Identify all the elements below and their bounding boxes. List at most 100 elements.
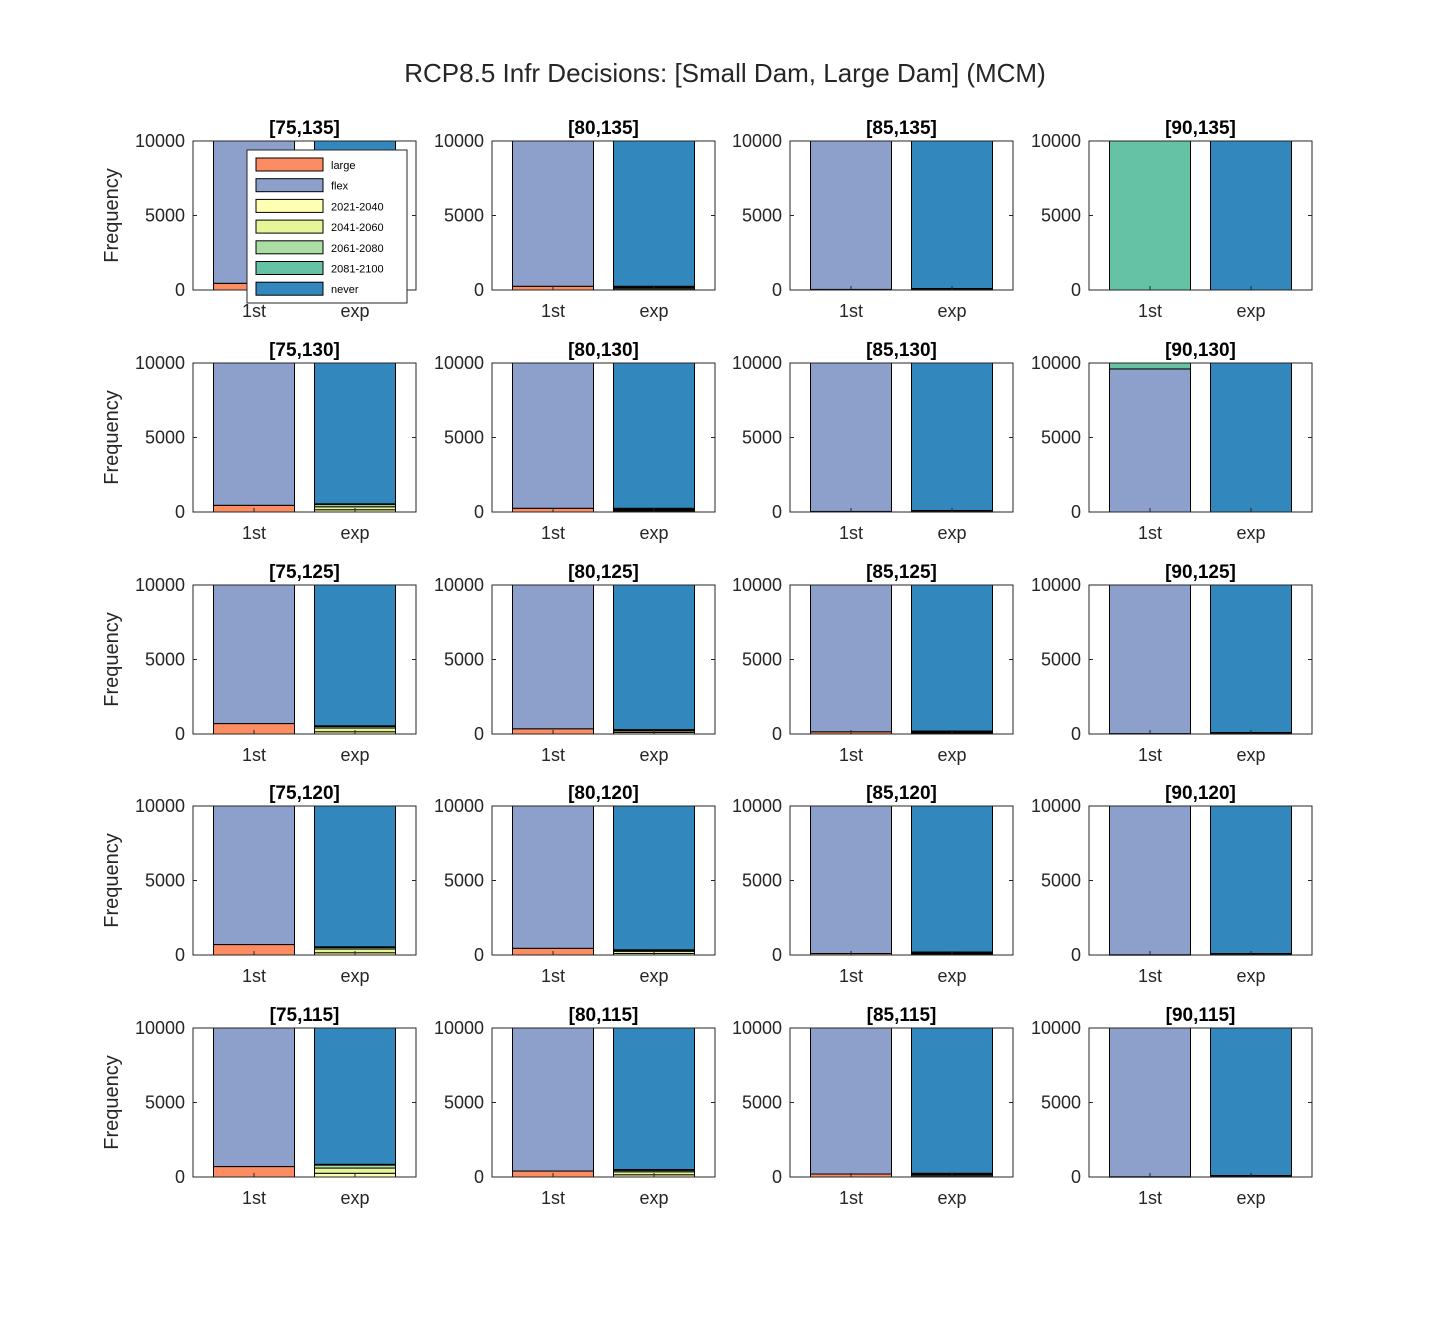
bar-80-115-1st-flex (512, 1027, 594, 1172)
legend-label-2021-2040: 2021-2040 (331, 201, 384, 213)
y-tick-label: 5000 (1041, 428, 1081, 448)
x-tick-label: exp (639, 301, 668, 321)
y-tick-label: 5000 (742, 428, 782, 448)
y-tick-label: 5000 (145, 428, 185, 448)
legend-label-2061-2080: 2061-2080 (331, 243, 384, 255)
x-tick-label: exp (639, 523, 668, 543)
bar-75-115-exp-2041-2060 (314, 1167, 396, 1174)
x-tick-label: 1st (242, 523, 266, 543)
bar-90-125-exp-never (1210, 584, 1292, 734)
y-tick-label: 5000 (742, 871, 782, 891)
panel-title: [80,120] (568, 783, 639, 804)
bar-85-125-exp-never (911, 584, 993, 732)
x-tick-label: exp (937, 523, 966, 543)
y-tick-label: 0 (1071, 502, 1081, 522)
x-tick-label: 1st (541, 966, 565, 986)
x-tick-label: 1st (1138, 523, 1162, 543)
bar-75-130-1st-flex (213, 362, 295, 506)
y-tick-label: 5000 (145, 206, 185, 226)
y-tick-label: 5000 (444, 650, 484, 670)
x-tick-label: exp (937, 966, 966, 986)
y-axis-label: Frequency (101, 390, 123, 485)
legend-swatch-2061-2080 (255, 240, 324, 255)
panel-title: [90,125] (1165, 562, 1236, 583)
x-tick-label: exp (340, 523, 369, 543)
panel-90-125: 0 5000 10000 1st exp [90,125] (1031, 562, 1313, 765)
x-tick-label: 1st (541, 301, 565, 321)
legend-swatch-2041-2060 (255, 219, 324, 234)
legend-label-2041-2060: 2041-2060 (331, 222, 384, 234)
x-tick-label: exp (340, 966, 369, 986)
x-tick-label: exp (340, 745, 369, 765)
panel-85-130: 0 5000 10000 1st exp [85,130] (732, 340, 1014, 543)
x-tick-label: 1st (839, 523, 863, 543)
y-tick-label: 0 (772, 1167, 782, 1187)
panel-title: [85,120] (866, 783, 937, 804)
legend-label-large: large (331, 160, 355, 172)
legend-swatch-large (255, 157, 324, 172)
y-tick-label: 0 (175, 280, 185, 300)
x-tick-label: exp (1236, 301, 1265, 321)
x-tick-label: exp (639, 1188, 668, 1208)
x-tick-label: 1st (541, 523, 565, 543)
panel-title: [85,125] (866, 562, 937, 583)
y-tick-label: 0 (1071, 1167, 1081, 1187)
bar-75-115-exp-never (314, 1027, 396, 1165)
bar-80-125-exp-never (613, 584, 695, 731)
y-tick-label: 0 (474, 502, 484, 522)
x-tick-label: exp (937, 1188, 966, 1208)
panel-title: [75,130] (269, 340, 340, 361)
panel-75-130: 0 5000 10000 1st exp [75,130] Frequency (101, 340, 417, 543)
x-tick-label: exp (937, 301, 966, 321)
x-tick-label: 1st (242, 1188, 266, 1208)
y-tick-label: 0 (772, 724, 782, 744)
y-tick-label: 10000 (135, 131, 185, 151)
panel-75-115: 0 5000 10000 1st exp [75,115] Frequency (101, 1005, 417, 1208)
panel-90-130: 0 5000 10000 1st exp [90,130] (1031, 340, 1313, 543)
panel-80-130: 0 5000 10000 1st exp [80,130] (434, 340, 716, 543)
figure-title: RCP8.5 Infr Decisions: [Small Dam, Large… (404, 58, 1045, 88)
panel-75-125: 0 5000 10000 1st exp [75,125] Frequency (101, 562, 417, 765)
panel-80-115: 0 5000 10000 1st exp [80,115] (434, 1005, 716, 1208)
panel-80-125: 0 5000 10000 1st exp [80,125] (434, 562, 716, 765)
y-tick-label: 0 (175, 724, 185, 744)
bar-80-120-exp-never (613, 805, 695, 951)
y-tick-label: 10000 (1031, 353, 1081, 373)
y-tick-label: 5000 (742, 206, 782, 226)
x-tick-label: exp (1236, 523, 1265, 543)
bar-90-130-exp-never (1210, 362, 1292, 513)
y-tick-label: 0 (474, 724, 484, 744)
x-tick-label: 1st (1138, 745, 1162, 765)
y-tick-label: 0 (1071, 280, 1081, 300)
y-tick-label: 5000 (444, 428, 484, 448)
y-tick-label: 10000 (732, 353, 782, 373)
y-tick-label: 10000 (1031, 1018, 1081, 1038)
x-tick-label: exp (1236, 1188, 1265, 1208)
bar-85-115-1st-flex (810, 1027, 892, 1175)
x-tick-label: exp (1236, 966, 1265, 986)
panel-title: [80,135] (568, 118, 639, 139)
bar-90-125-1st-flex (1109, 584, 1191, 735)
x-tick-label: 1st (1138, 1188, 1162, 1208)
bar-85-115-exp-never (911, 1027, 993, 1174)
bar-85-130-1st-flex (810, 362, 892, 512)
legend-label-never: never (331, 284, 359, 296)
y-tick-label: 0 (1071, 945, 1081, 965)
y-tick-label: 5000 (742, 1093, 782, 1113)
x-tick-label: 1st (541, 1188, 565, 1208)
y-tick-label: 10000 (434, 353, 484, 373)
bar-75-120-exp-never (314, 805, 396, 948)
y-tick-label: 5000 (444, 871, 484, 891)
bar-85-135-exp-never (911, 140, 993, 290)
bar-80-120-1st-flex (512, 805, 594, 949)
panel-title: [80,125] (568, 562, 639, 583)
y-tick-label: 10000 (135, 575, 185, 595)
y-tick-label: 5000 (444, 206, 484, 226)
panel-90-120: 0 5000 10000 1st exp [90,120] (1031, 783, 1313, 986)
y-tick-label: 10000 (434, 131, 484, 151)
y-tick-label: 5000 (1041, 206, 1081, 226)
bar-90-115-exp-never (1210, 1027, 1292, 1177)
legend-swatch-flex (255, 178, 324, 193)
bar-90-130-1st-2081-2100 (1109, 362, 1191, 370)
